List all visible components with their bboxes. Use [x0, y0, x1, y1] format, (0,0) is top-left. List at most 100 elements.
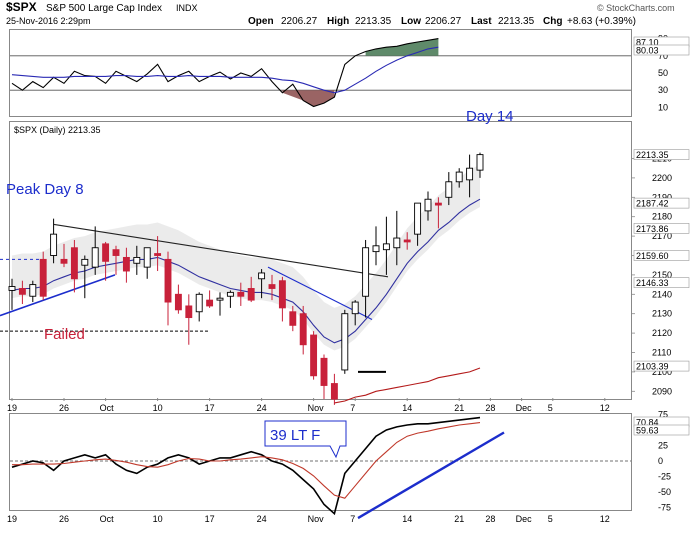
candle-body — [102, 243, 110, 262]
price-tick-label: 2170 — [652, 231, 672, 241]
candle-body — [445, 181, 453, 198]
candle-body — [143, 247, 151, 268]
candle-body — [289, 311, 297, 326]
stochastic-tick-label: -75 — [658, 503, 671, 513]
rsi-value-label-1: 87.10 — [636, 38, 659, 48]
high-label: High — [327, 16, 349, 27]
chg-value: +8.63 (+0.39%) — [567, 16, 636, 27]
stochastic-x-label: Dec — [516, 514, 533, 524]
price-tick-label: 2140 — [652, 289, 672, 299]
price-panel-frame — [9, 121, 632, 400]
candle-body — [403, 239, 411, 243]
chart-layer: 103050709087.1080.0320902100211021202130… — [0, 34, 690, 524]
rsi-value-label-2-box — [633, 44, 690, 56]
open-label: Open — [248, 16, 274, 27]
candle-body — [278, 280, 286, 309]
stochastic-x-label: 5 — [548, 514, 553, 524]
price-value-label-6: 2103.39 — [636, 362, 669, 372]
candle-body — [466, 167, 474, 181]
rsi-panel-frame — [9, 29, 632, 117]
price-value-label-1: 2213.35 — [636, 150, 669, 160]
candle-body — [70, 247, 78, 280]
candle-body — [341, 313, 349, 371]
stochastic-line-2 — [12, 422, 481, 499]
price-tick-label: 2100 — [652, 367, 672, 377]
candle-body — [237, 291, 245, 297]
stochastic-x-label: Oct — [100, 514, 115, 524]
rsi-tick-label: 10 — [658, 102, 668, 112]
price-tick-label: 2110 — [652, 348, 671, 358]
price-tick-label: 2090 — [652, 386, 672, 396]
rsi-value-label-2: 80.03 — [636, 46, 659, 56]
candle-body — [414, 202, 422, 235]
price-tick-label: 2130 — [652, 309, 672, 319]
candle-body — [216, 297, 224, 301]
price-value-label-4: 2159.60 — [636, 251, 669, 261]
last-value: 2213.35 — [498, 16, 535, 27]
price-tick-label: 2200 — [652, 173, 672, 183]
candle-body — [258, 272, 266, 280]
candle-body — [50, 233, 58, 256]
peak-trendline — [53, 223, 389, 278]
price-x-label: 21 — [454, 403, 464, 413]
stochastic-tick-label: 0 — [658, 456, 663, 466]
stochastic-tick-label: 25 — [658, 441, 668, 451]
price-x-label: 17 — [205, 403, 215, 413]
candle-body — [133, 256, 141, 264]
candle-body — [424, 198, 432, 212]
price-panel-title: $SPX (Daily) 2213.35 — [14, 125, 101, 135]
price-tick-label: 2190 — [652, 192, 672, 202]
price-value-label-1-box — [633, 149, 690, 160]
candle-body — [18, 288, 26, 295]
price-value-label-3-box — [633, 223, 690, 234]
stochastic-value-label-1: 70.84 — [636, 418, 659, 428]
stochastic-tick-label: 75 — [658, 410, 668, 420]
stochastic-line-1 — [11, 416, 481, 516]
candle-body — [91, 247, 99, 268]
symbol: $SPX — [6, 0, 37, 14]
bollinger-band — [12, 164, 480, 351]
price-value-label-2-box — [633, 197, 690, 209]
price-tick-label: 2150 — [652, 270, 672, 280]
candle-body — [81, 258, 89, 266]
stochastic-x-label: 19 — [7, 514, 17, 524]
price-x-label: Dec — [516, 403, 533, 413]
price-value-label-2: 2187.42 — [636, 199, 669, 209]
stochastic-x-label: 14 — [402, 514, 412, 524]
price-tick-label: 2120 — [652, 328, 672, 338]
stochastic-value-label-2: 59.63 — [636, 426, 659, 436]
price-value-label-5: 2146.33 — [636, 278, 669, 288]
stochastic-x-label: 7 — [350, 514, 355, 524]
rsi-tick-label: 30 — [658, 85, 668, 95]
price-x-label: 5 — [548, 403, 553, 413]
candle-body — [60, 258, 68, 264]
price-overlay-1 — [11, 198, 481, 344]
candle-body — [455, 171, 463, 183]
candle-body — [185, 305, 193, 319]
price-x-label: 7 — [350, 403, 355, 413]
candle-body — [39, 258, 47, 297]
price-x-label: 26 — [59, 403, 69, 413]
stochastic-x-label: 26 — [59, 514, 69, 524]
stochastic-x-label: 24 — [257, 514, 267, 524]
candle-body — [112, 249, 120, 256]
rsi-line-2 — [11, 46, 439, 94]
price-x-label: 12 — [600, 403, 610, 413]
stochastic-trendline — [357, 431, 505, 520]
candle-body — [206, 299, 214, 307]
datetime: 25-Nov-2016 2:29pm — [6, 16, 91, 26]
rsi-tick-label: 50 — [658, 68, 668, 78]
index-name: S&P 500 Large Cap Index — [46, 3, 162, 14]
price-x-label: 24 — [257, 403, 267, 413]
candle-body — [393, 237, 401, 249]
price-value-label-6-box — [633, 360, 690, 372]
open-value: 2206.27 — [281, 16, 318, 27]
stochastic-x-label: 10 — [153, 514, 163, 524]
price-value-label-4-box — [633, 250, 690, 261]
stochastic-tick-label: -25 — [658, 472, 671, 482]
candle-body — [330, 383, 338, 400]
low-label: Low — [401, 16, 421, 27]
candle-body — [268, 284, 276, 289]
candle-body — [320, 357, 328, 386]
support-trendline — [0, 274, 116, 317]
